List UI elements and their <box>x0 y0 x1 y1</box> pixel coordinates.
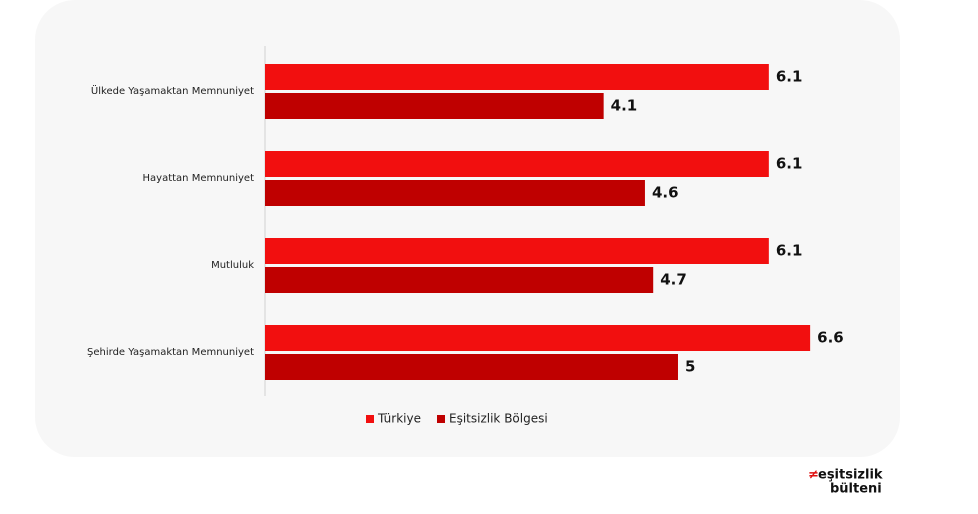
bar <box>265 354 678 380</box>
y-tick-label: Hayattan Memnuniyet <box>143 173 255 184</box>
value-label: 4.6 <box>652 184 679 202</box>
legend-swatch <box>437 415 445 423</box>
y-tick-label: Mutluluk <box>211 260 254 271</box>
legend-label: Eşitsizlik Bölgesi <box>449 412 548 426</box>
bar <box>265 180 645 206</box>
bar <box>265 325 811 351</box>
value-label: 6.1 <box>776 155 803 173</box>
value-label: 6.1 <box>776 68 803 86</box>
y-tick-label: Ülkede Yaşamaktan Memnuniyet <box>91 84 254 97</box>
bar <box>265 64 769 90</box>
value-label: 5 <box>685 358 695 376</box>
legend-label: Türkiye <box>377 412 421 426</box>
value-label: 6.1 <box>776 242 803 260</box>
bar <box>265 238 769 264</box>
logo-text: bülteni <box>830 482 882 497</box>
legend-swatch <box>366 415 374 423</box>
logo-text: eşitsizlik <box>818 468 883 483</box>
bar <box>265 267 654 293</box>
value-label: 4.1 <box>611 97 638 115</box>
y-tick-label: Şehirde Yaşamaktan Memnuniyet <box>87 347 254 358</box>
bar <box>265 93 604 119</box>
logo-mark: ≠ <box>808 468 819 483</box>
value-label: 6.6 <box>817 329 844 347</box>
bar <box>265 151 769 177</box>
value-label: 4.7 <box>660 271 687 289</box>
